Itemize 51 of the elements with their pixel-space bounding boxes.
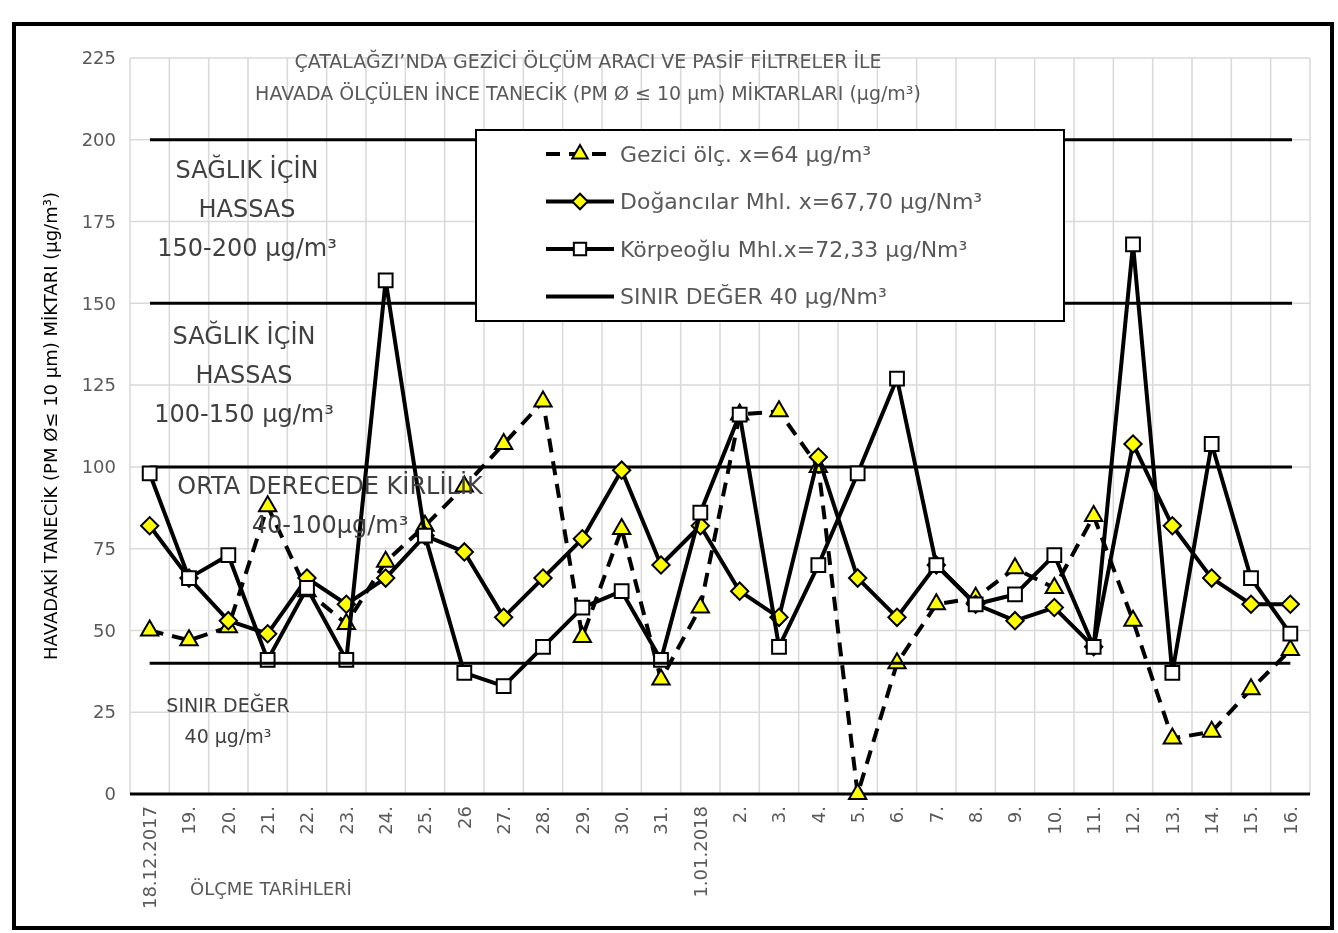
x-tick-label: 11. xyxy=(1082,806,1104,835)
x-tick-label: 1.01.2018 xyxy=(689,806,711,898)
x-tick-label: 4. xyxy=(807,806,829,824)
legend-label: Doğancılar Mhl. x=67,70 µg/Nm³ xyxy=(620,189,983,215)
y-tick-label: 0 xyxy=(104,783,116,805)
x-tick-label: 16. xyxy=(1279,806,1301,835)
y-tick-label: 150 xyxy=(81,292,116,314)
x-tick-label: 26 xyxy=(453,806,475,829)
x-tick-label: 3. xyxy=(768,806,790,824)
x-tick-label: 14. xyxy=(1200,806,1222,835)
x-tick-label: 18.12.2017 xyxy=(138,806,160,910)
y-tick-label: 125 xyxy=(81,374,116,396)
x-tick-label: 30. xyxy=(610,806,632,835)
y-tick-label: 225 xyxy=(81,47,116,69)
annotation: SINIR DEĞER 40 µg/m³ xyxy=(166,693,290,747)
y-tick-label: 175 xyxy=(81,210,116,232)
x-tick-label: 20. xyxy=(217,806,239,835)
x-tick-label: 25. xyxy=(414,806,436,835)
y-tick-label: 25 xyxy=(93,701,116,723)
x-tick-label: 22. xyxy=(296,806,318,835)
annotation: SAĞLIK İÇİN HASSAS 150-200 µg/m³ xyxy=(157,154,337,263)
x-tick-label: 15. xyxy=(1240,806,1262,835)
x-tick-label: 6. xyxy=(886,806,908,824)
legend-label: SINIR DEĞER 40 µg/Nm³ xyxy=(620,284,887,310)
x-axis-title: ÖLÇME TARİHLERİ xyxy=(190,878,352,899)
x-tick-label: 29. xyxy=(571,806,593,835)
legend-label: Gezici ölç. x=64 µg/m³ xyxy=(620,141,872,167)
x-tick-label: 2. xyxy=(728,806,750,824)
x-tick-label: 13. xyxy=(1161,806,1183,835)
x-tick-label: 31. xyxy=(650,806,672,835)
annotation: SAĞLIK İÇİN HASSAS 100-150 µg/m³ xyxy=(154,320,334,429)
y-tick-label: 50 xyxy=(93,619,116,641)
x-tick-label: 5. xyxy=(846,806,868,824)
y-tick-label: 75 xyxy=(93,537,116,559)
y-tick-label: 100 xyxy=(81,456,116,478)
x-tick-label: 27. xyxy=(492,806,514,835)
x-tick-label: 19. xyxy=(178,806,200,835)
y-tick-label: 200 xyxy=(81,129,116,151)
x-tick-label: 21. xyxy=(256,806,278,835)
chart-title: ÇATALAĞZI’NDA GEZİCİ ÖLÇÜM ARACI VE PASİF FİLTRELER İLE xyxy=(294,49,882,72)
x-tick-label: 28. xyxy=(532,806,554,835)
x-tick-label: 23. xyxy=(335,806,357,835)
x-tick-label: 8. xyxy=(964,806,986,824)
text: HAVADA ÖLÇÜLEN İNCE TANECİK (PM Ø ≤ 10 µm) MİKTARLARI (µg/m³) xyxy=(255,82,921,104)
x-tick-label: 12. xyxy=(1122,806,1144,835)
x-tick-label: 10. xyxy=(1043,806,1065,835)
x-tick-label: 24. xyxy=(374,806,396,835)
y-axis-title: HAVADAKİ TANECİK (PM Ø≤ 10 µm) MİKTARI (µg/m³) xyxy=(40,192,61,660)
x-tick-label: 7. xyxy=(925,806,947,824)
x-tick-label: 9. xyxy=(1004,806,1026,824)
legend-label: Körpeoğlu Mhl.x=72,33 µg/Nm³ xyxy=(620,236,968,262)
